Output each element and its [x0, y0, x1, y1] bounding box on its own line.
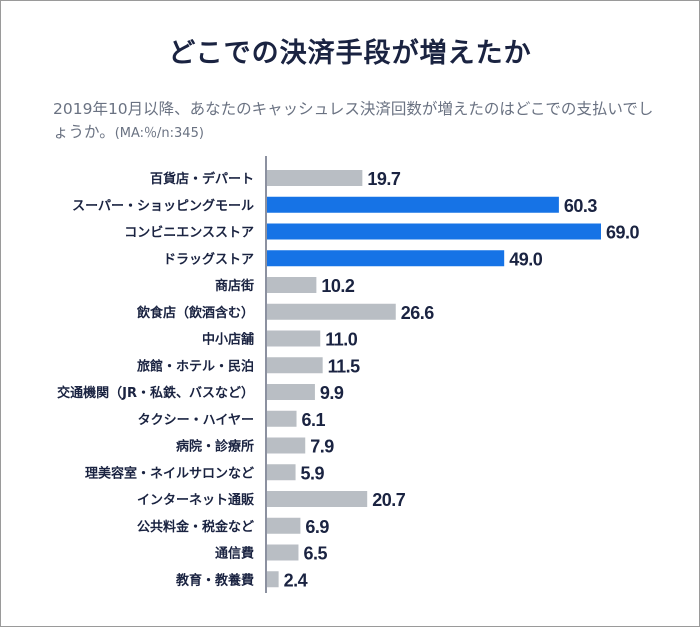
- category-label: 公共料金・税金など: [137, 519, 254, 535]
- value-label: 5.9: [301, 463, 325, 483]
- value-label: 11.0: [325, 330, 358, 350]
- value-label: 49.0: [509, 249, 543, 269]
- category-label: 通信費: [215, 546, 254, 562]
- value-label: 26.6: [401, 303, 435, 323]
- bar: [267, 491, 368, 507]
- category-label: スーパー・ショッピングモール: [72, 198, 254, 214]
- bar: [267, 571, 279, 588]
- bar: [267, 277, 317, 293]
- category-label: 交通機関（JR・私鉄、バスなど）: [57, 385, 254, 401]
- value-label: 7.9: [310, 437, 334, 457]
- category-label: 理美容室・ネイルサロンなど: [85, 465, 254, 481]
- chart-title: どこでの決済手段が増えたか: [168, 38, 532, 69]
- value-label: 69.0: [606, 223, 640, 243]
- value-label: 6.5: [303, 544, 327, 564]
- category-label: 旅館・ホテル・民泊: [137, 358, 254, 374]
- value-label: 6.9: [305, 517, 329, 537]
- bar: [267, 437, 306, 454]
- value-label: 6.1: [302, 410, 326, 430]
- sample-note: (MA:％/n:345): [114, 126, 204, 141]
- bar: [267, 223, 601, 240]
- chart-subtitle: 2019年10月以降、あなたのキャッシュレス決済回数が増えたのはどこでの支払いで…: [53, 98, 663, 145]
- value-label: 20.7: [372, 490, 406, 510]
- bar: [267, 170, 363, 186]
- category-label: 教育・教養費: [175, 572, 254, 588]
- value-label: 10.2: [321, 276, 355, 296]
- category-label: 中小店舗: [202, 332, 254, 348]
- bar: [267, 330, 321, 347]
- category-label: インターネット通販: [137, 492, 255, 508]
- category-label: ドラッグストア: [163, 251, 254, 267]
- category-label: タクシー・ハイヤー: [138, 413, 254, 428]
- bar: [267, 303, 396, 320]
- category-label: 病院・診療所: [176, 439, 254, 455]
- category-label: 商店街: [215, 278, 254, 294]
- value-label: 9.9: [320, 383, 344, 403]
- subtitle-text: 2019年10月以降、あなたのキャッシュレス決済回数が増えたのはどこでの支払いで…: [53, 100, 654, 141]
- bar: [267, 357, 323, 374]
- category-label: 飲食店（飲酒含む）: [136, 305, 254, 321]
- bar: [267, 196, 559, 213]
- value-label: 60.3: [564, 196, 598, 216]
- value-label: 19.7: [367, 169, 401, 189]
- category-label: コンビニエンスストア: [124, 225, 254, 241]
- bar: [267, 517, 301, 534]
- bar: [267, 384, 315, 400]
- bar: [267, 250, 505, 267]
- bar: [267, 410, 297, 427]
- value-label: 11.5: [328, 356, 361, 376]
- bar: [267, 544, 299, 561]
- value-label: 2.4: [284, 570, 308, 590]
- bar: [267, 464, 296, 481]
- category-label: 百貨店・デパート: [150, 171, 254, 187]
